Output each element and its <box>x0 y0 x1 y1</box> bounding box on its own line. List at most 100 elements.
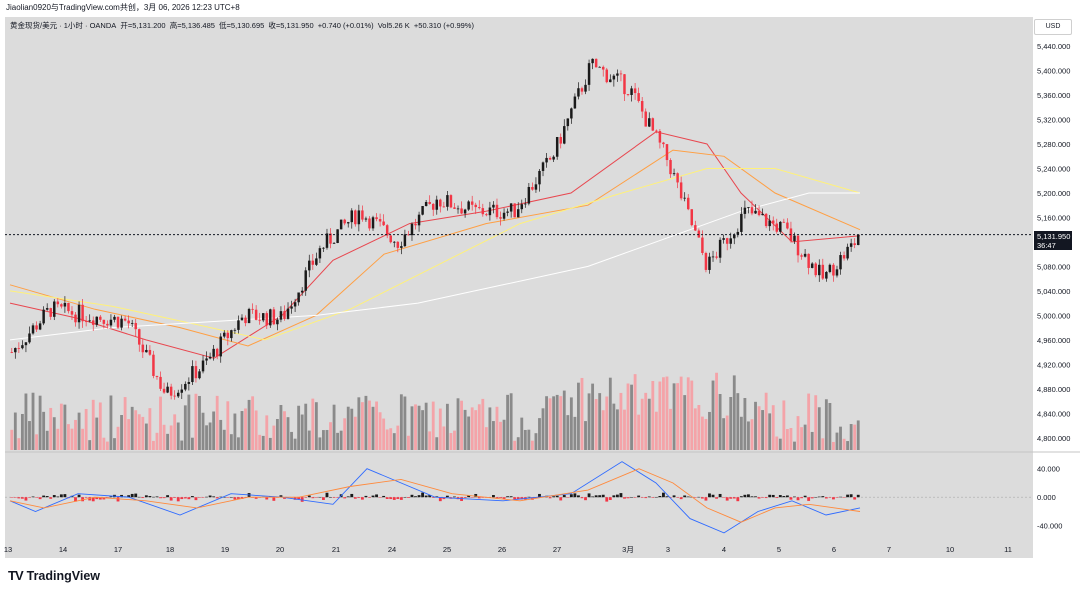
candle-body <box>169 386 173 396</box>
candle-body <box>768 220 771 227</box>
volume-bar <box>268 437 272 450</box>
volume-bar <box>176 422 180 450</box>
candle-body <box>417 214 421 226</box>
volume-bar <box>704 418 708 450</box>
candle-body <box>173 395 176 397</box>
volume-bar <box>771 405 775 450</box>
macd-histogram-bar <box>467 495 471 498</box>
macd-histogram-bar <box>700 497 704 499</box>
candle-body <box>223 332 226 337</box>
macd-histogram-bar <box>552 496 556 498</box>
price-scale[interactable] <box>1033 17 1080 558</box>
candle-body <box>152 354 155 376</box>
macd-histogram-bar <box>608 497 612 501</box>
macd-histogram-bar <box>407 497 410 498</box>
volume-bar <box>481 398 485 450</box>
macd-histogram-bar <box>63 494 67 498</box>
volume-bar <box>630 384 633 450</box>
volume-bar <box>545 396 548 450</box>
macd-histogram-bar <box>353 497 357 499</box>
volume-bar <box>601 410 605 450</box>
volume-bar <box>290 431 293 450</box>
candle-body <box>796 235 800 256</box>
volume-bar <box>169 425 173 450</box>
volume-bar <box>541 408 545 450</box>
legend-low: 低=5,130.695 <box>219 21 265 30</box>
macd-histogram-bar <box>658 496 662 498</box>
macd-histogram-bar <box>573 493 577 498</box>
candle-body <box>488 207 492 216</box>
candle-body <box>587 63 591 85</box>
candle-body <box>45 308 49 310</box>
candle-body <box>74 314 77 323</box>
volume-bar <box>718 394 722 450</box>
macd-lines <box>9 461 861 534</box>
volume-bar <box>470 407 474 450</box>
volume-bar <box>467 416 471 450</box>
macd-histogram-bar <box>190 496 194 498</box>
macd-histogram-bar <box>647 496 651 498</box>
macd-histogram-bar <box>775 497 779 499</box>
candle-body <box>580 88 584 92</box>
volume-bar <box>116 426 120 450</box>
volume-bar <box>279 405 283 450</box>
candle-body <box>378 219 382 222</box>
volume-bar <box>244 408 247 450</box>
candle-body <box>201 360 205 372</box>
macd-histogram-bar <box>81 497 85 502</box>
candle-body <box>155 375 159 377</box>
volume-bar <box>651 380 655 450</box>
candle-body <box>269 309 272 326</box>
candle-body <box>605 69 609 83</box>
candle-body <box>609 79 612 83</box>
candle-body <box>449 195 453 208</box>
macd-histogram-bar <box>679 497 683 500</box>
volume-bar <box>747 421 750 450</box>
time-tick-label: 3月 <box>622 545 634 554</box>
macd-histogram-bar <box>527 496 531 498</box>
chart-plot-area[interactable] <box>5 17 1033 558</box>
volume-bar <box>757 406 761 450</box>
brand-name: TradingView <box>26 568 101 583</box>
time-tick-label: 3 <box>666 545 670 554</box>
volume-bar <box>180 440 184 450</box>
macd-histogram-bar <box>212 496 216 498</box>
macd-histogram-bar <box>626 497 630 499</box>
candle-body <box>779 221 782 232</box>
macd-histogram-bar <box>718 493 722 498</box>
candle-body <box>513 203 516 218</box>
candle-body <box>407 234 410 236</box>
volume-bar <box>98 402 102 450</box>
macd-histogram-bar <box>229 497 233 498</box>
macd-histogram-bar <box>580 497 584 499</box>
volume-bar <box>715 372 718 450</box>
volume-bar <box>42 411 46 450</box>
price-tick-label: 5,360.000 <box>1037 91 1070 100</box>
macd-histogram-bar <box>166 495 170 498</box>
volume-bar <box>803 424 807 450</box>
currency-button[interactable]: USD <box>1034 19 1072 35</box>
volume-bar <box>137 414 141 450</box>
candle-body <box>194 366 198 379</box>
candle-body <box>318 248 322 259</box>
time-tick-label: 14 <box>59 545 67 554</box>
volume-bar <box>424 402 428 450</box>
macd-histogram-bar <box>605 497 609 502</box>
volume-bar <box>509 393 513 450</box>
candle-body <box>60 304 63 307</box>
tradingview-brand[interactable]: TV TradingView <box>8 568 100 583</box>
candle-body <box>382 221 385 226</box>
macd-histogram-bar <box>187 497 191 500</box>
candle-body <box>559 137 562 144</box>
volume-bar <box>141 416 145 450</box>
candle-body <box>212 348 215 357</box>
volume-bar <box>74 419 77 450</box>
candle-body <box>205 358 208 361</box>
volume-bar <box>615 409 619 450</box>
volume-bar <box>644 392 648 450</box>
macd-histogram-bar <box>637 495 641 498</box>
candle-body <box>336 229 339 243</box>
volume-bar <box>88 440 92 450</box>
macd-histogram-bar <box>824 497 828 499</box>
